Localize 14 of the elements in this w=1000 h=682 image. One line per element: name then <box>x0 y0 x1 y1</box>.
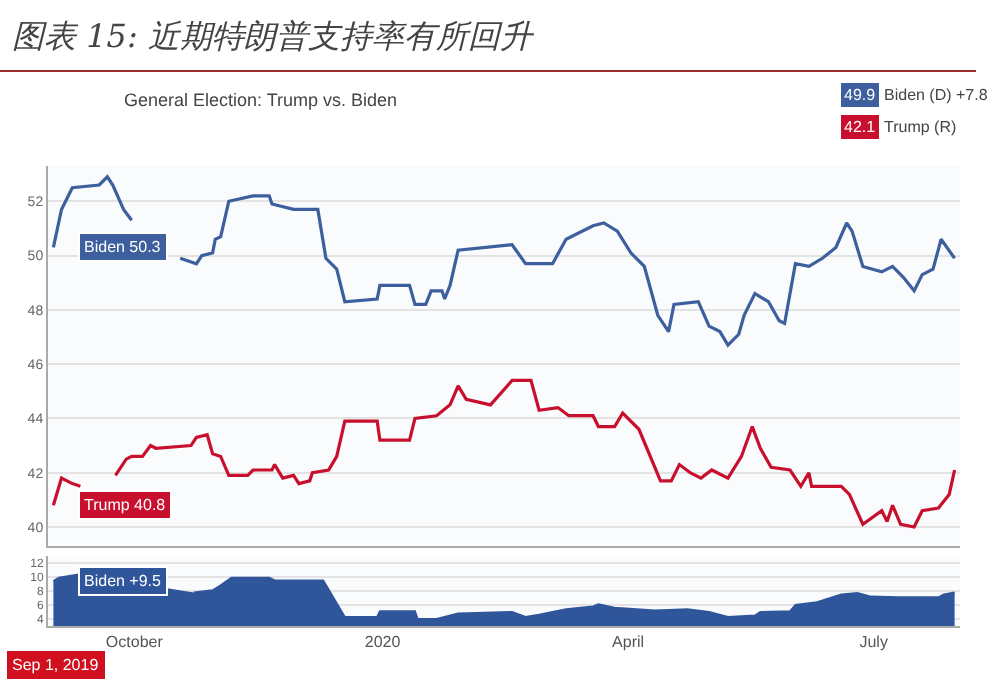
chart-subtitle: General Election: Trump vs. Biden <box>124 90 398 110</box>
text: Biden (D) +7.8 <box>884 86 989 104</box>
text: Sep 1, 2019 <box>12 656 100 674</box>
chart-title: 图表 15: 近期特朗普支持率有所回升 <box>12 17 536 56</box>
annotation: Biden 50.3 <box>84 238 162 256</box>
x-tick-label: July <box>859 633 888 652</box>
x-tick-label: April <box>612 633 645 652</box>
x-tick-label: 2020 <box>364 633 402 652</box>
text: 49.9 <box>844 86 877 104</box>
annotation: Biden +9.5 <box>84 572 163 590</box>
text: 42.1 <box>844 118 877 136</box>
text: Trump (R) <box>884 118 957 136</box>
annotation: Trump 40.8 <box>84 496 167 514</box>
x-tick-label: October <box>105 633 164 652</box>
